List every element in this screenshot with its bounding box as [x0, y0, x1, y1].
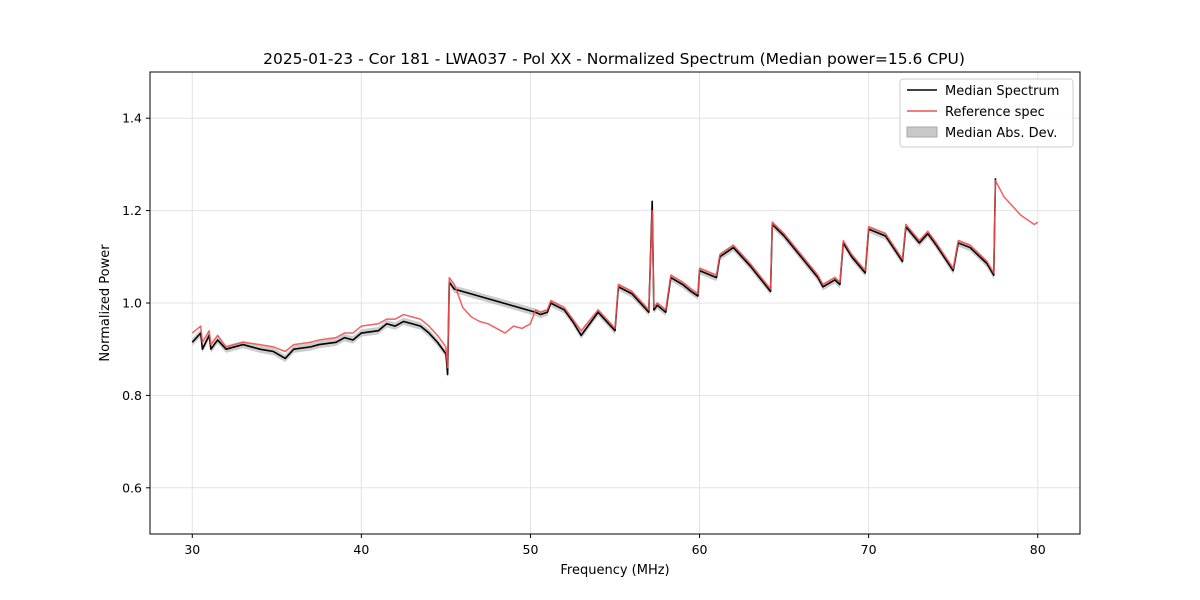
legend-label-mad: Median Abs. Dev.	[945, 126, 1057, 141]
mad-band	[192, 174, 996, 379]
legend-box	[899, 78, 1074, 148]
legend: Median Spectrum Reference spec Median Ab…	[899, 78, 1074, 148]
chart-title: 2025-01-23 - Cor 181 - LWA037 - Pol XX -…	[263, 50, 965, 68]
y-ticks: 0.6 0.8 1.0 1.2 1.4	[122, 111, 150, 495]
y-tick-label: 1.2	[122, 203, 142, 218]
legend-label-reference: Reference spec	[945, 105, 1045, 120]
x-ticks: 30 40 50 60 70 80	[184, 534, 1046, 557]
x-tick-label: 50	[523, 542, 539, 557]
y-axis-label: Normalized Power	[98, 244, 113, 362]
reference-spectrum-line	[191, 179, 1039, 369]
x-axis-label: Frequency (MHz)	[560, 563, 669, 578]
y-tick-label: 0.8	[122, 388, 142, 403]
legend-label-median: Median Spectrum	[945, 84, 1059, 99]
y-tick-label: 1.4	[122, 111, 142, 126]
x-tick-label: 80	[1030, 542, 1046, 557]
x-tick-label: 30	[184, 542, 200, 557]
plot-content	[191, 174, 1039, 379]
x-tick-label: 60	[692, 542, 708, 557]
x-tick-label: 40	[353, 542, 369, 557]
x-tick-label: 70	[861, 542, 877, 557]
y-tick-label: 1.0	[122, 296, 142, 311]
legend-swatch-mad	[906, 126, 938, 138]
y-tick-label: 0.6	[122, 480, 142, 495]
